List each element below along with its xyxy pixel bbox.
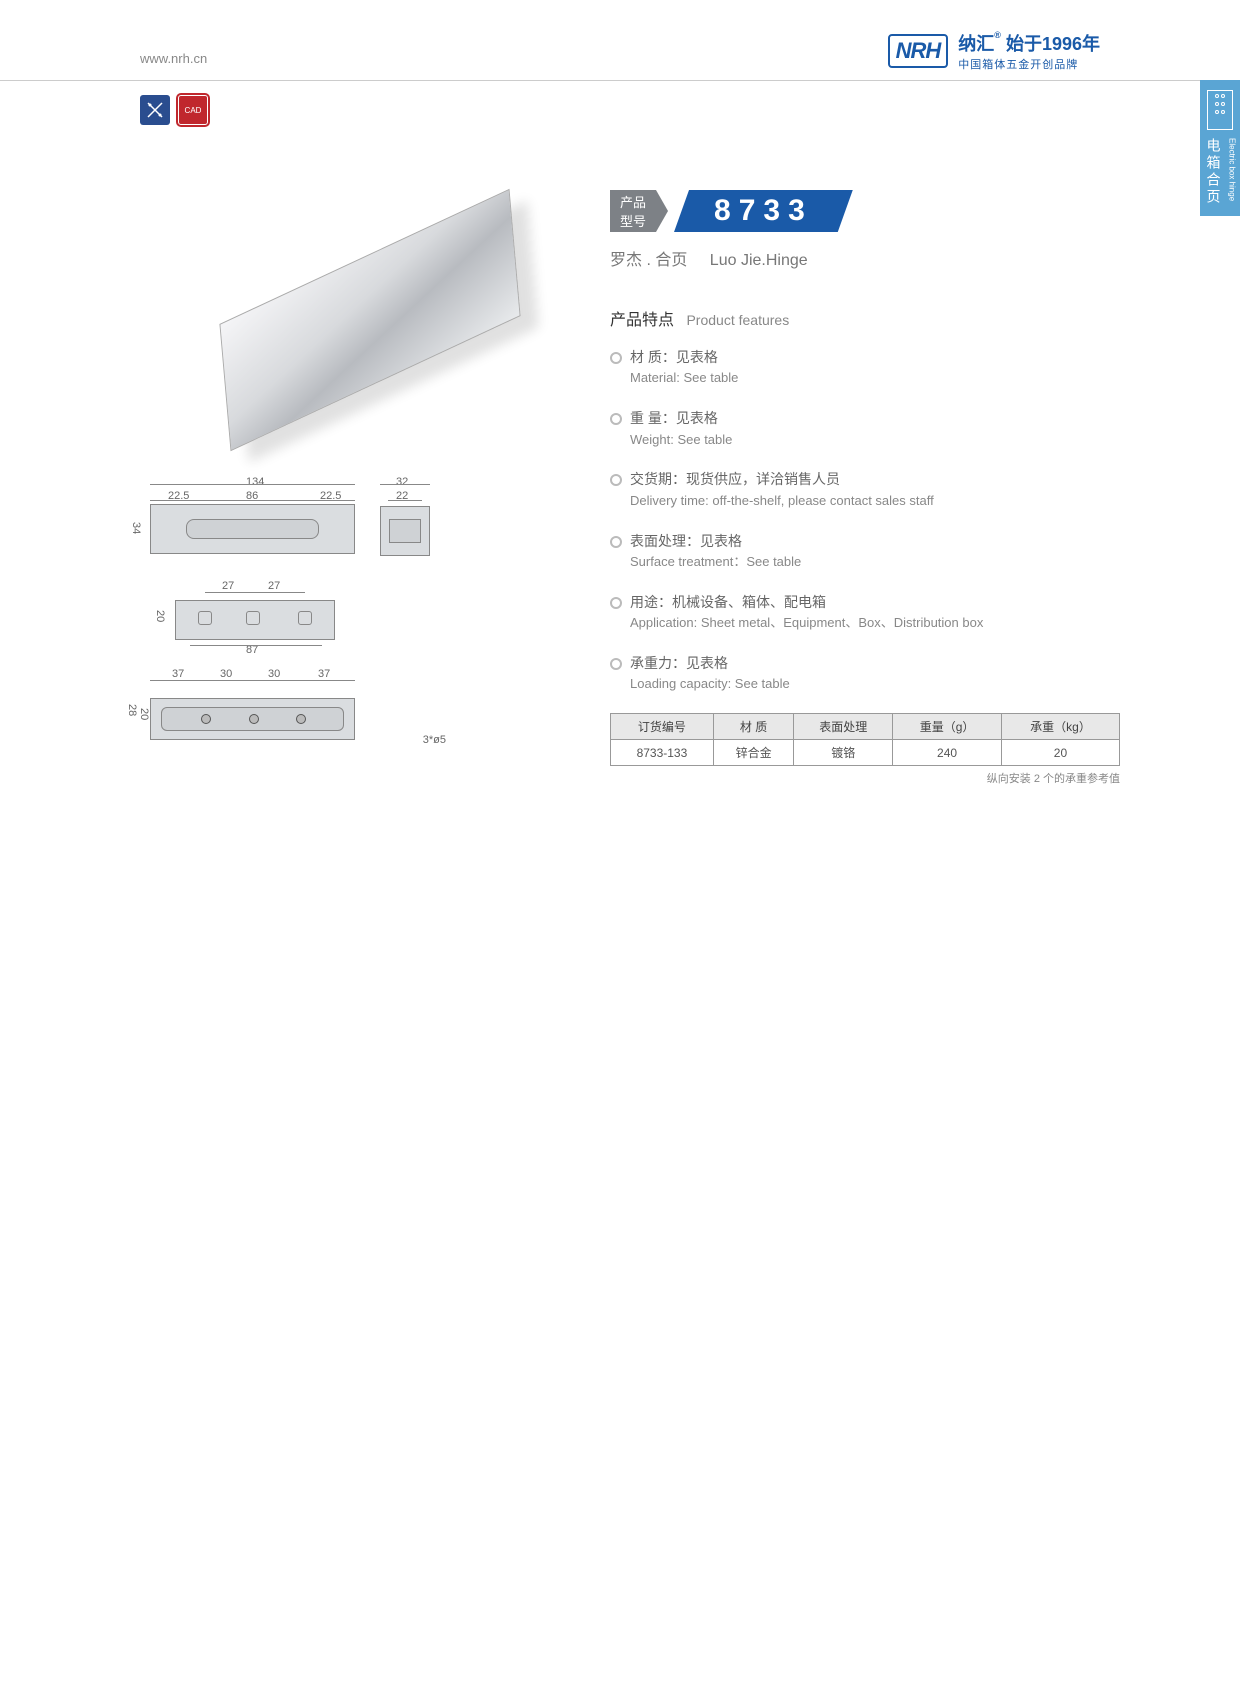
th-surface: 表面处理: [794, 714, 893, 740]
hinge-3d-shape: [219, 189, 520, 451]
feature-item: 用途：机械设备、箱体、配电箱 Application: Sheet metal、…: [610, 591, 1120, 634]
brand-text: 纳汇® 始于1996年 中国箱体五金开创品牌: [958, 30, 1100, 72]
product-name-cn: 罗杰 . 合页: [610, 252, 687, 269]
th-weight: 重量（g）: [893, 714, 1002, 740]
dim-label: 134: [246, 476, 264, 488]
drawing-top-view: [150, 504, 355, 554]
dim-label: 3*ø5: [423, 734, 446, 746]
drawing-side-view: [380, 506, 430, 556]
dim-label: 37: [318, 668, 330, 680]
category-side-tab: 电箱合页 Electric box hinge: [1200, 80, 1240, 216]
table-header-row: 订货编号 材 质 表面处理 重量（g） 承重（kg）: [611, 714, 1120, 740]
table-note: 纵向安装 2 个的承重参考值: [610, 770, 1120, 786]
dim-label: 30: [220, 668, 232, 680]
product-name-en: Luo Jie.Hinge: [710, 252, 808, 269]
td: 镀铬: [794, 740, 893, 766]
feature-cn: 表面处理：见表格: [630, 530, 1120, 552]
td: 20: [1001, 740, 1119, 766]
tool-icons: CAD: [140, 95, 208, 125]
brand-block: NRH 纳汇® 始于1996年 中国箱体五金开创品牌: [888, 30, 1100, 72]
feature-en: Surface treatment：See table: [630, 552, 1120, 573]
feature-en: Material: See table: [630, 368, 1120, 389]
features-title-en: Product features: [686, 312, 789, 328]
feature-item: 重 量：见表格 Weight: See table: [610, 407, 1120, 450]
th-order: 订货编号: [611, 714, 714, 740]
side-tab-label: 电箱合页 Electric box hinge: [1204, 138, 1237, 206]
feature-en: Delivery time: off-the-shelf, please con…: [630, 491, 1120, 512]
reg-mark: ®: [994, 30, 1001, 40]
features-title: 产品特点 Product features: [610, 306, 1120, 330]
dim-label: 28: [126, 704, 138, 716]
features-list: 材 质：见表格 Material: See table 重 量：见表格 Weig…: [610, 346, 1120, 695]
td: 240: [893, 740, 1002, 766]
feature-en: Application: Sheet metal、Equipment、Box、D…: [630, 613, 1120, 634]
feature-cn: 材 质：见表格: [630, 346, 1120, 368]
model-label-l1: 产品: [620, 192, 646, 211]
th-load: 承重（kg）: [1001, 714, 1119, 740]
feature-cn: 交货期：现货供应，详洽销售人员: [630, 468, 1120, 490]
product-name: 罗杰 . 合页 Luo Jie.Hinge: [610, 246, 1120, 270]
dim-label: 30: [268, 668, 280, 680]
feature-item: 材 质：见表格 Material: See table: [610, 346, 1120, 389]
feature-cn: 用途：机械设备、箱体、配电箱: [630, 591, 1120, 613]
td: 8733-133: [611, 740, 714, 766]
dim-label: 32: [396, 476, 408, 488]
model-number: 8733: [674, 190, 853, 232]
feature-cn: 承重力：见表格: [630, 652, 1120, 674]
dim-label: 20: [138, 708, 150, 720]
side-tab-cn: 电箱合页: [1204, 138, 1224, 206]
brand-subtitle: 中国箱体五金开创品牌: [958, 56, 1100, 72]
drawing-bottom-view: [150, 698, 355, 740]
product-render: [190, 190, 550, 450]
model-label-l2: 型号: [620, 211, 646, 230]
model-label: 产品 型号: [610, 190, 656, 232]
dim-label: 27: [268, 580, 280, 592]
feature-cn: 重 量：见表格: [630, 407, 1120, 429]
side-tab-en: Electric box hinge: [1228, 138, 1237, 201]
model-badge: 产品 型号 8733: [610, 190, 1120, 232]
td: 锌合金: [713, 740, 794, 766]
dim-label: 27: [222, 580, 234, 592]
brand-year: 始于1996年: [1006, 34, 1100, 54]
dim-label: 34: [130, 522, 142, 534]
table-row: 8733-133 锌合金 镀铬 240 20: [611, 740, 1120, 766]
feature-en: Weight: See table: [630, 430, 1120, 451]
dim-label: 37: [172, 668, 184, 680]
technical-drawings: 134 22.5 86 22.5 34 32 22 27 27 20 87: [150, 480, 410, 768]
product-info-panel: 产品 型号 8733 罗杰 . 合页 Luo Jie.Hinge 产品特点 Pr…: [610, 190, 1120, 786]
hinge-icon: [1207, 90, 1233, 130]
drawing-mid-view: [175, 600, 335, 640]
cad-icon: CAD: [178, 95, 208, 125]
features-title-cn: 产品特点: [610, 312, 674, 329]
feature-item: 交货期：现货供应，详洽销售人员 Delivery time: off-the-s…: [610, 468, 1120, 511]
dim-label: 20: [154, 610, 166, 622]
feature-item: 承重力：见表格 Loading capacity: See table: [610, 652, 1120, 695]
brand-url: www.nrh.cn: [140, 51, 207, 72]
brand-title: 纳汇® 始于1996年: [958, 30, 1100, 56]
feature-en: Loading capacity: See table: [630, 674, 1120, 695]
tools-icon: [140, 95, 170, 125]
brand-cn: 纳汇: [958, 34, 994, 54]
brand-logo-icon: NRH: [888, 34, 949, 68]
spec-table: 订货编号 材 质 表面处理 重量（g） 承重（kg） 8733-133 锌合金 …: [610, 713, 1120, 766]
th-material: 材 质: [713, 714, 794, 740]
feature-item: 表面处理：见表格 Surface treatment：See table: [610, 530, 1120, 573]
page-header: www.nrh.cn NRH 纳汇® 始于1996年 中国箱体五金开创品牌: [0, 30, 1240, 81]
